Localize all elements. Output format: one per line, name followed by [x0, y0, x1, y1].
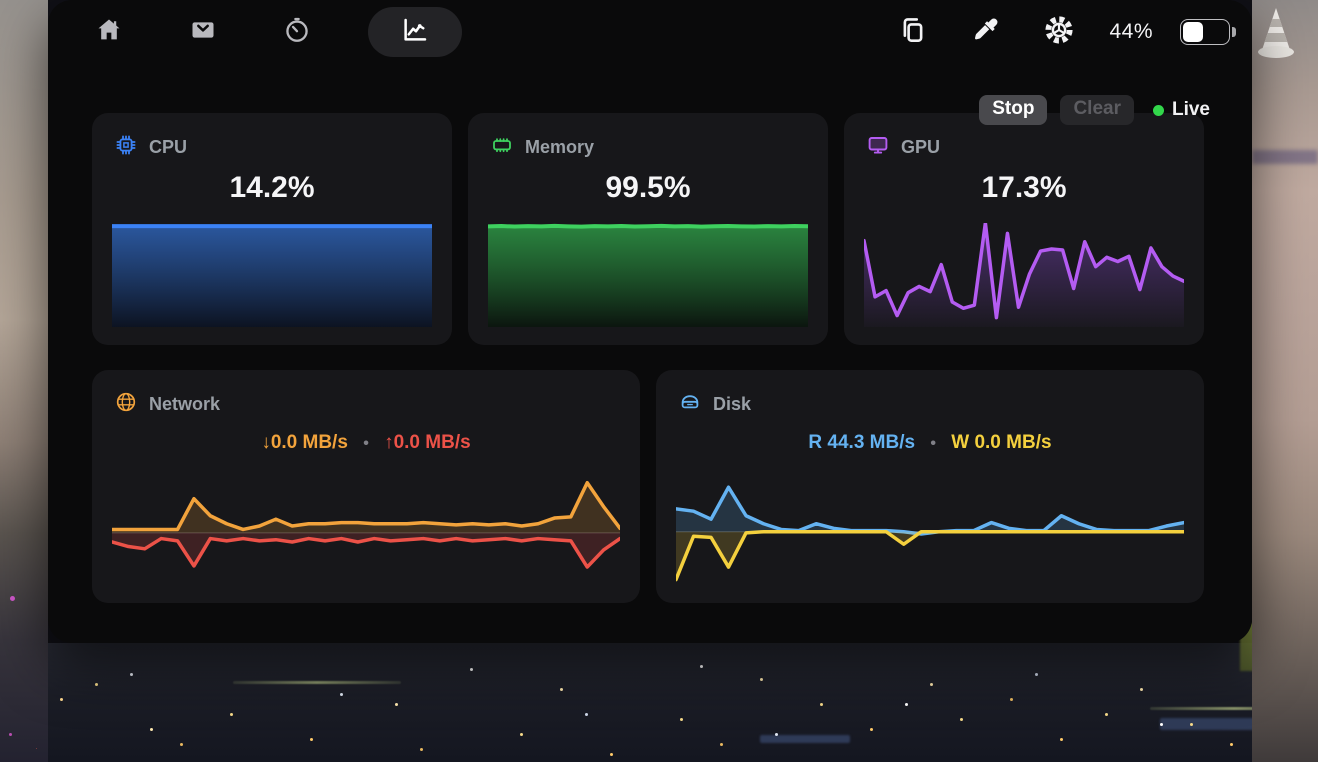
cpu-card-header: CPU: [92, 113, 452, 162]
cpu-value: 14.2%: [229, 171, 315, 204]
tab-inbox[interactable]: [180, 9, 226, 55]
gear-icon: [1043, 14, 1075, 51]
app-window: 44% Stop Clear Live: [48, 0, 1252, 643]
eyedropper-button[interactable]: [963, 9, 1009, 55]
memory-chart: [488, 223, 808, 327]
wallpaper-city-lights: [130, 673, 133, 676]
eyedropper-icon: [972, 16, 1000, 49]
home-icon: [95, 16, 123, 49]
disk-drive-icon: [678, 390, 702, 419]
memory-value: 99.5%: [605, 171, 691, 204]
gpu-display-icon: [866, 133, 890, 162]
clear-button[interactable]: Clear: [1060, 95, 1134, 125]
vlc-cone-icon[interactable]: [1256, 6, 1296, 65]
cpu-chart: [112, 223, 432, 327]
network-globe-icon: [114, 390, 138, 419]
wallpaper-right-strip: [1252, 0, 1318, 762]
disk-card-header: Disk: [656, 370, 1204, 419]
inbox-tray-icon: [189, 16, 217, 49]
battery-percent-label: 44%: [1109, 20, 1153, 43]
gpu-chart: [864, 223, 1184, 327]
cpu-chip-icon: [114, 133, 138, 162]
disk-stats: R 44.3 MB/s • W 0.0 MB/s: [656, 432, 1204, 454]
dot-separator: •: [930, 435, 936, 452]
memory-card: Memory 99.5%: [468, 113, 828, 345]
clipboard-copy-icon: [898, 15, 928, 50]
network-download-value: ↓0.0 MB/s: [261, 432, 348, 453]
gpu-card-header: GPU: [844, 113, 1204, 162]
network-stats: ↓0.0 MB/s • ↑0.0 MB/s: [92, 432, 640, 454]
disk-read-value: R 44.3 MB/s: [808, 432, 916, 453]
battery-icon: [1180, 19, 1236, 45]
tab-activity[interactable]: [368, 7, 462, 57]
wallpaper-neon-lights: [10, 596, 15, 601]
live-indicator: Live: [1152, 99, 1210, 121]
timer-icon: [283, 16, 311, 49]
wallpaper-bridge: [233, 681, 401, 684]
toolbar-right: 44%: [890, 9, 1236, 55]
disk-write-value: W 0.0 MB/s: [951, 432, 1052, 453]
disk-chart: [676, 477, 1184, 591]
disk-card: Disk R 44.3 MB/s • W 0.0 MB/s: [656, 370, 1204, 603]
gpu-label: GPU: [901, 137, 941, 157]
memory-ram-icon: [490, 133, 514, 162]
clipboard-copy-button[interactable]: [890, 9, 936, 55]
stop-button[interactable]: Stop: [979, 95, 1048, 125]
activity-chart-icon: [400, 15, 430, 50]
metrics-row-1: CPU 14.2% Memory 99.5%: [92, 113, 1204, 345]
network-card-header: Network: [92, 370, 640, 419]
wallpaper-horizon-band: [1252, 150, 1318, 164]
wallpaper-left-strip: [0, 0, 48, 762]
live-label: Live: [1171, 99, 1210, 120]
memory-label: Memory: [525, 137, 595, 157]
network-card: Network ↓0.0 MB/s • ↑0.0 MB/s: [92, 370, 640, 603]
disk-label: Disk: [713, 394, 752, 414]
battery-body: [1180, 19, 1230, 45]
wallpaper-building: [1160, 718, 1278, 730]
capture-controls: Stop Clear Live: [979, 95, 1210, 125]
network-label: Network: [149, 394, 221, 414]
memory-card-header: Memory: [468, 113, 828, 162]
metrics-row-2: Network ↓0.0 MB/s • ↑0.0 MB/s: [92, 370, 1204, 603]
tab-home[interactable]: [86, 9, 132, 55]
wallpaper-city-lights: [60, 698, 63, 701]
cpu-card: CPU 14.2%: [92, 113, 452, 345]
gpu-card: GPU 17.3%: [844, 113, 1204, 345]
toolbar-tabs: [86, 7, 462, 57]
settings-button[interactable]: [1036, 9, 1082, 55]
wallpaper-building: [760, 735, 850, 743]
network-chart: [112, 477, 620, 591]
wallpaper-city-bottom: [0, 623, 1318, 762]
tab-timer[interactable]: [274, 9, 320, 55]
wallpaper-bridge: [1150, 707, 1318, 710]
cpu-label: CPU: [149, 137, 188, 157]
network-upload-value: ↑0.0 MB/s: [384, 432, 471, 453]
live-dot-icon: [1152, 104, 1164, 116]
battery-fill: [1183, 22, 1203, 42]
toolbar: 44%: [48, 0, 1252, 64]
battery-nub: [1232, 27, 1236, 37]
dot-separator: •: [363, 435, 369, 452]
gpu-value: 17.3%: [981, 171, 1067, 204]
